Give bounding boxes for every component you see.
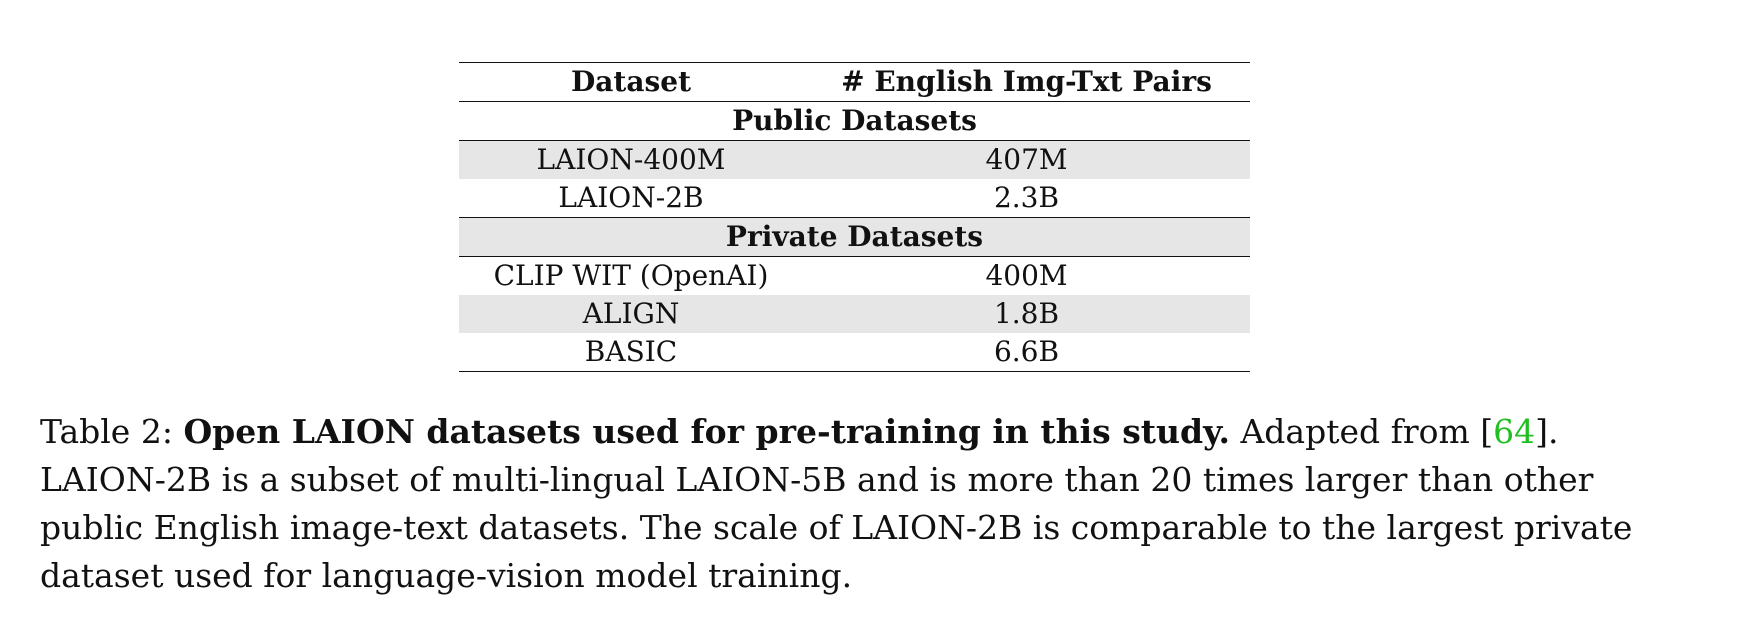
table-caption: Table 2: Open LAION datasets used for pr…	[40, 408, 1680, 600]
datasets-table: Dataset # English Img-Txt Pairs Public D…	[459, 62, 1250, 372]
pairs-cell: 400M	[985, 259, 1068, 292]
pairs-cell: 6.6B	[993, 335, 1060, 368]
pairs-cell: 407M	[985, 143, 1068, 176]
section-private: Private Datasets	[459, 217, 1250, 257]
table-row: CLIP WIT (OpenAI) 400M	[459, 257, 1250, 295]
caption-adapted-prefix: Adapted from [	[1240, 412, 1494, 451]
header-pairs: # English Img-Txt Pairs	[841, 65, 1212, 98]
dataset-cell: ALIGN	[582, 297, 680, 330]
table-row: ALIGN 1.8B	[459, 295, 1250, 333]
pairs-cell: 1.8B	[993, 297, 1060, 330]
dataset-cell: CLIP WIT (OpenAI)	[493, 259, 769, 292]
dataset-cell: LAION-2B	[558, 181, 704, 214]
citation-link[interactable]: 64	[1493, 412, 1536, 451]
section-public: Public Datasets	[459, 102, 1250, 141]
table-row: LAION-400M 407M	[459, 141, 1250, 179]
dataset-cell: BASIC	[584, 335, 678, 368]
caption-title: Open LAION datasets used for pre-trainin…	[183, 412, 1230, 451]
dataset-cell: LAION-400M	[536, 143, 726, 176]
caption-label: Table 2:	[40, 412, 173, 451]
table-row: BASIC 6.6B	[459, 333, 1250, 372]
caption-adapted-suffix: ].	[1535, 412, 1559, 451]
table-row: LAION-2B 2.3B	[459, 179, 1250, 217]
table-header-row: Dataset # English Img-Txt Pairs	[459, 62, 1250, 102]
pairs-cell: 2.3B	[993, 181, 1060, 214]
header-dataset: Dataset	[570, 65, 691, 98]
caption-body: LAION-2B is a subset of multi-lingual LA…	[40, 460, 1633, 595]
